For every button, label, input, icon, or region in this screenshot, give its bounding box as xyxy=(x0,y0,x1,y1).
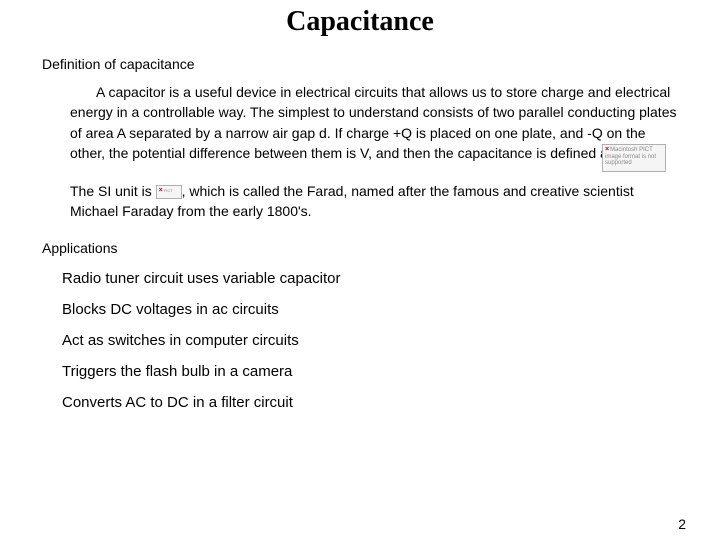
missing-image-icon: ×Macintosh PICT image format is not supp… xyxy=(602,144,666,172)
si-unit-text-a: The SI unit is xyxy=(70,183,156,199)
list-item: Radio tuner circuit uses variable capaci… xyxy=(62,270,720,287)
list-item: Blocks DC voltages in ac circuits xyxy=(62,301,720,318)
definition-paragraph: A capacitor is a useful device in electr… xyxy=(70,82,680,163)
list-item: Triggers the flash bulb in a camera xyxy=(62,363,720,380)
missing-image-icon: ×PICT xyxy=(156,185,182,199)
section-heading-definition: Definition of capacitance xyxy=(42,56,720,72)
page-number: 2 xyxy=(678,516,686,532)
list-item: Converts AC to DC in a filter circuit xyxy=(62,394,720,411)
si-unit-paragraph: The SI unit is ×PICT, which is called th… xyxy=(70,181,670,222)
applications-list: Radio tuner circuit uses variable capaci… xyxy=(62,270,720,411)
section-heading-applications: Applications xyxy=(42,240,720,256)
list-item: Act as switches in computer circuits xyxy=(62,332,720,349)
page-title: Capacitance xyxy=(0,6,720,38)
